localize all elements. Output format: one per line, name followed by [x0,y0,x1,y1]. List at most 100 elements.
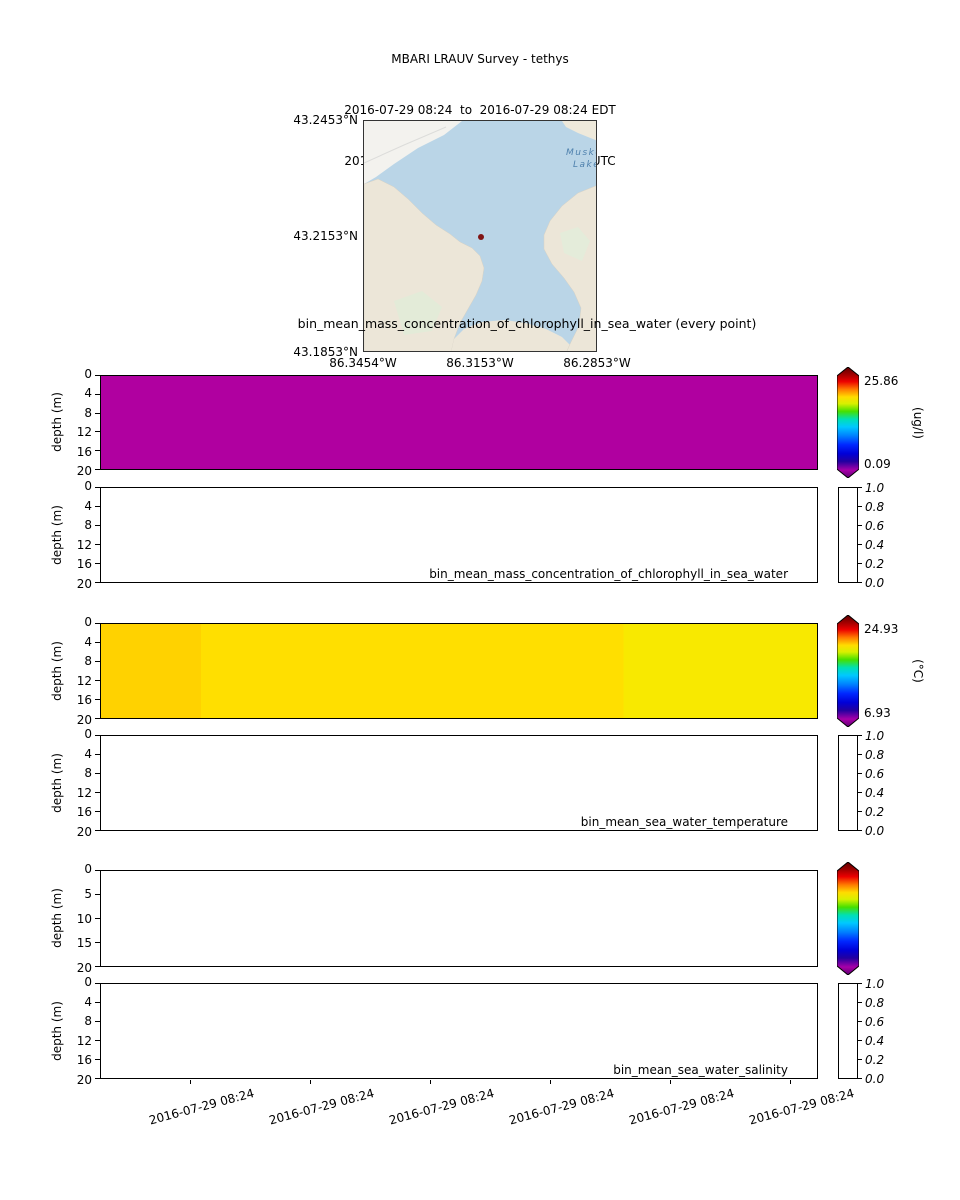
ytick: 8 [84,1014,92,1029]
chlorophyll-flag-label: bin_mean_mass_concentration_of_chlorophy… [429,567,788,581]
ytick: 20 [76,1072,92,1087]
xtickmark [310,1080,311,1084]
chlorophyll-suptitle: bin_mean_mass_concentration_of_chlorophy… [297,316,757,331]
cbtick: 0.8 [858,500,902,514]
temperature-heatmap-panel [100,623,818,719]
ytick: 8 [84,405,92,420]
title-line-survey: MBARI LRAUV Survey - tethys [391,52,569,66]
cbtick: 0.4 [858,538,902,552]
park-area-east [560,227,590,261]
cbtick: 0.2 [858,557,902,571]
cbtick: 1.0 [858,977,902,991]
cbtick: 1.0 [858,729,902,743]
ytick: 0 [84,615,92,629]
vehicle-position-dot [478,234,484,240]
ytick: 16 [76,805,92,820]
map-lon-label-left: 86.3454°W [329,356,397,370]
colorbar-max-label: 24.93 [864,622,899,636]
ytick: 16 [76,693,92,708]
xtickmark [430,1080,431,1084]
ytickmarks-panel-6 [95,983,100,1079]
ytick: 4 [84,994,92,1009]
chlorophyll-flag-colorbar [838,487,858,583]
cbtick: 0.6 [858,1015,902,1029]
xtick-label: 2016-07-29 08:24 [507,1086,616,1128]
salinity-flag-colorbar [838,983,858,1079]
cbtick: 0.6 [858,767,902,781]
temperature-unit-label: (°C) [911,659,925,683]
ytick: 15 [76,936,92,951]
chlorophyll-flag-panel [100,487,818,583]
ytickmarks-panel-3 [95,623,100,719]
temperature-flag-colorbar [838,735,858,831]
salinity-flag-label: bin_mean_sea_water_salinity [613,1063,788,1077]
ytick: 20 [76,961,92,975]
lake-name-label-line2: Lake [573,160,597,170]
chlorophyll-colorbar-labels: 25.86 0.09 [864,374,916,471]
ytick: 4 [84,746,92,761]
ytick: 10 [76,911,92,926]
xtick-label: 2016-07-29 08:24 [627,1086,736,1128]
map-lat-label-bottom: 43.1853°N [293,345,358,359]
ytick: 0 [84,479,92,493]
ytick: 4 [84,498,92,513]
ytickmarks-panel-1 [95,375,100,470]
ytick: 20 [76,712,92,727]
south-shore-land [451,320,570,351]
ytick: 12 [76,673,92,688]
ytick: 20 [76,824,92,839]
ytick: 0 [84,862,92,876]
ytickmarks-panel-4 [95,735,100,831]
xtickmark [190,1080,191,1084]
xtick-label: 2016-07-29 08:24 [387,1086,496,1128]
ytick: 20 [76,576,92,591]
salinity-heatmap-panel [100,870,818,967]
cbtick: 0.4 [858,786,902,800]
northeast-corner-land [562,121,596,141]
colorbar-min-label: 0.09 [864,457,891,471]
cbtick: 0.2 [858,805,902,819]
cbtick: 0.0 [858,576,902,590]
road-line [364,126,447,164]
salinity-colorbar [837,862,859,975]
ytick: 4 [84,386,92,401]
ytick: 0 [84,975,92,989]
xtickmark [670,1080,671,1084]
colorbar-min-label: 6.93 [864,706,891,720]
ytick: 8 [84,766,92,781]
ytickmarks-panel-5 [95,870,100,967]
temperature-flag-label: bin_mean_sea_water_temperature [580,815,788,829]
urban-land-area [364,121,462,184]
east-shore-land [543,185,596,351]
ytick: 16 [76,444,92,459]
map-lon-label-right: 86.2853°W [563,356,631,370]
ytick: 5 [84,886,92,901]
cbtick: 0.8 [858,748,902,762]
yticks-panel-6: 0 4 8 12 16 20 [58,975,92,1087]
survey-map: Muskegon Lake [363,120,597,352]
temperature-flag-panel [100,735,818,831]
xtickmark [550,1080,551,1084]
xtick-label: 2016-07-29 08:24 [747,1086,856,1128]
map-lat-label-mid: 43.2153°N [293,229,358,243]
xtick-label: 2016-07-29 08:24 [147,1086,256,1128]
cbtick: 0.8 [858,996,902,1010]
yticks-panel-3: 0 4 8 12 16 20 [58,615,92,727]
cbtick: 0.0 [858,1072,902,1086]
yticks-panel-1: 0 4 8 12 16 20 [58,367,92,478]
temperature-colorbar [837,615,859,727]
cbtick: 0.0 [858,824,902,838]
ytick: 0 [84,727,92,741]
yticks-panel-2: 0 4 8 12 16 20 [58,479,92,591]
chlorophyll-heatmap-panel [100,375,818,470]
temperature-flag-colorbar-ticks: 1.0 0.8 0.6 0.4 0.2 0.0 [858,729,902,838]
salinity-flag-colorbar-ticks: 1.0 0.8 0.6 0.4 0.2 0.0 [858,977,902,1086]
ytick: 4 [84,634,92,649]
chlorophyll-unit-label: (ug/l) [911,407,925,439]
cbtick: 0.2 [858,1053,902,1067]
xtickmark [790,1080,791,1084]
cbtick: 0.4 [858,1034,902,1048]
lake-name-label: Muskegon [566,148,597,158]
ytick: 12 [76,785,92,800]
cbtick: 1.0 [858,481,902,495]
